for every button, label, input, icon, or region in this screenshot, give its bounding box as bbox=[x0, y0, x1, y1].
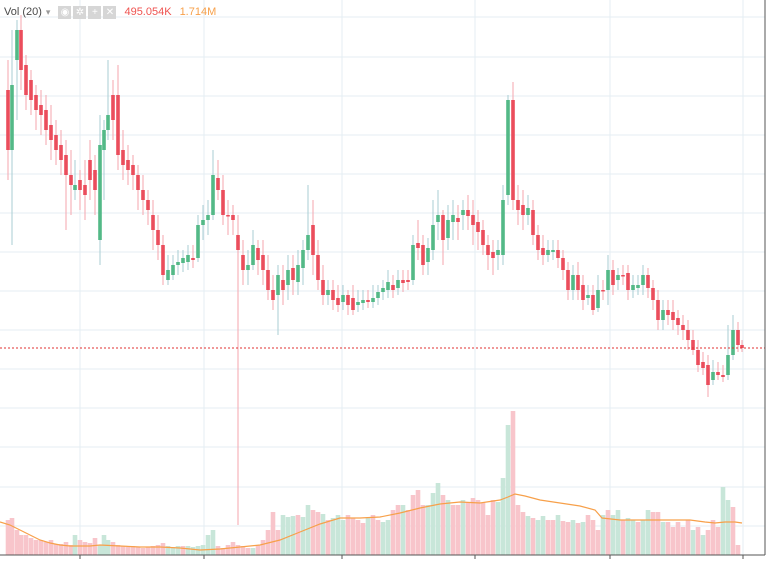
price-candles bbox=[6, 15, 744, 525]
gear-icon[interactable]: ✲ bbox=[73, 5, 87, 19]
indicator-name[interactable]: Vol (20) bbox=[4, 6, 42, 18]
volume-value: 495.054K bbox=[124, 6, 172, 18]
plus-icon[interactable]: + bbox=[88, 5, 102, 19]
volume-ma-line bbox=[0, 493, 743, 551]
indicator-legend: Vol (20) ▾ ◉ ✲ + ✕ 495.054K 1.714M bbox=[4, 4, 216, 20]
eye-icon[interactable]: ◉ bbox=[58, 5, 72, 19]
close-icon[interactable]: ✕ bbox=[103, 5, 117, 19]
chevron-down-icon[interactable]: ▾ bbox=[45, 6, 51, 17]
volume-bars bbox=[5, 411, 741, 555]
volume-ma-value: 1.714M bbox=[179, 6, 217, 18]
